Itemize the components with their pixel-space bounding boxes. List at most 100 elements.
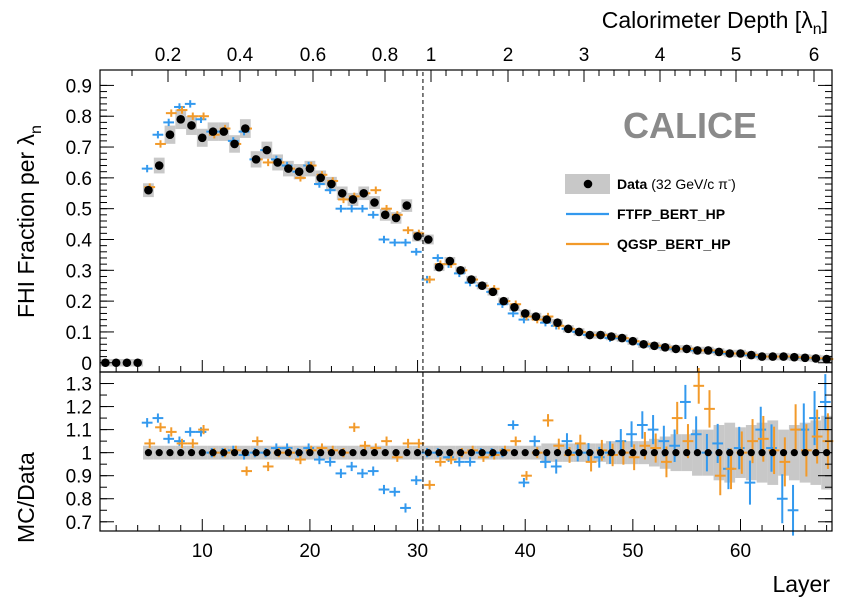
data-point: [510, 302, 519, 312]
ratio-data-point: [575, 449, 583, 457]
data-point: [811, 354, 821, 363]
ratio-data-point: [220, 449, 228, 457]
ratio-data-point: [532, 449, 540, 457]
ratio-y-tick-label: 1: [81, 444, 92, 465]
ratio-data-point: [187, 449, 196, 457]
data-point: [650, 341, 659, 351]
ratio-data-point: [596, 449, 605, 457]
ratio-data-point: [661, 449, 669, 457]
legend-qgsp-label: QGSP_BERT_HP: [617, 236, 731, 252]
ratio-data-point: [457, 449, 465, 457]
ratio-data-point: [392, 449, 400, 457]
x-tick-label: 20: [299, 541, 320, 562]
ratio-data-point: [467, 449, 475, 457]
y-tick-label: 0: [81, 354, 92, 375]
ratio-data-point: [672, 449, 680, 457]
data-point: [305, 164, 315, 173]
legend-data-marker: [583, 179, 593, 189]
ratio-data-point: [747, 449, 755, 457]
ratio-data-point: [370, 449, 379, 457]
ratio-data-point: [758, 449, 766, 457]
ratio-data-point: [317, 449, 325, 457]
data-point: [154, 161, 164, 170]
ratio-data-point: [403, 449, 411, 457]
top-axis-title: Calorimeter Depth [λn]: [602, 7, 828, 38]
data-point: [617, 333, 627, 343]
top-tick-label: 0.2: [155, 45, 181, 66]
data-point: [187, 121, 196, 130]
data-point: [370, 198, 379, 207]
data-point: [413, 232, 422, 241]
data-point: [402, 201, 412, 210]
main-y-axis-title: FHI Fraction per λn: [13, 125, 45, 318]
y-tick-label: 0.7: [66, 138, 92, 159]
data-point: [197, 133, 207, 143]
ratio-data-point: [241, 449, 249, 457]
top-tick-label: 0.8: [372, 45, 398, 66]
ratio-plot-frame: [99, 371, 833, 532]
ratio-data-point: [446, 449, 454, 457]
y-tick-label: 0.9: [66, 76, 92, 97]
data-point: [380, 210, 390, 220]
ratio-data-point: [726, 449, 734, 457]
data-point: [822, 354, 831, 364]
y-tick-label: 0.5: [66, 200, 92, 221]
data-point: [294, 167, 304, 176]
data-point: [165, 130, 175, 140]
ratio-y-tick-label: 0.7: [66, 513, 92, 534]
ratio-data-point: [252, 449, 260, 457]
legend-data-label: Data (32 GeV/c π-): [617, 175, 736, 192]
data-point: [639, 339, 648, 349]
data-point: [144, 185, 153, 195]
ratio-data-point: [435, 449, 443, 457]
data-point: [779, 352, 788, 361]
ratio-data-point: [683, 449, 691, 457]
ratio-data-point: [327, 449, 336, 457]
ratio-y-tick-label: 0.9: [66, 467, 92, 488]
top-tick-label: 4: [655, 45, 666, 66]
data-point: [714, 347, 724, 357]
ratio-data-point: [338, 449, 346, 457]
data-point: [477, 281, 487, 291]
ratio-data-point: [618, 449, 626, 457]
ratio-data-point: [521, 449, 529, 457]
ratio-data-point: [704, 449, 712, 457]
ratio-data-point: [629, 449, 637, 457]
data-point: [359, 188, 369, 198]
ratio-data-point: [812, 449, 820, 457]
data-point: [208, 127, 218, 136]
ratio-data-point: [284, 449, 292, 457]
data-point: [736, 349, 745, 358]
data-point: [800, 353, 810, 363]
ratio-data-point: [381, 449, 389, 457]
data-point: [585, 330, 595, 340]
data-point: [520, 309, 530, 318]
ratio-data-point: [349, 449, 357, 457]
x-axis-title: Layer: [772, 571, 830, 597]
ratio-data-point: [543, 449, 551, 457]
data-point: [316, 173, 325, 183]
data-point: [499, 296, 508, 306]
x-tick-label: 10: [192, 541, 213, 562]
data-point: [348, 195, 358, 204]
data-point: [273, 158, 282, 167]
top-tick-label: 3: [579, 45, 590, 66]
ratio-data-point: [779, 449, 788, 457]
ratio-data-point: [424, 449, 432, 457]
ratio-data-point: [769, 449, 777, 457]
data-point: [531, 312, 541, 321]
data-point: [542, 315, 552, 324]
data-point: [230, 139, 239, 149]
ratio-y-tick-label: 0.8: [66, 490, 92, 511]
data-point: [251, 155, 261, 164]
ratio-data-point: [177, 449, 185, 457]
data-point: [434, 262, 444, 272]
data-point: [628, 336, 638, 346]
ratio-data-point: [413, 449, 422, 457]
ratio-data-point: [489, 449, 497, 457]
top-tick-label: 6: [809, 45, 820, 66]
top-tick-label: 5: [731, 45, 742, 66]
data-point: [467, 275, 476, 284]
ratio-data-point: [510, 449, 519, 457]
